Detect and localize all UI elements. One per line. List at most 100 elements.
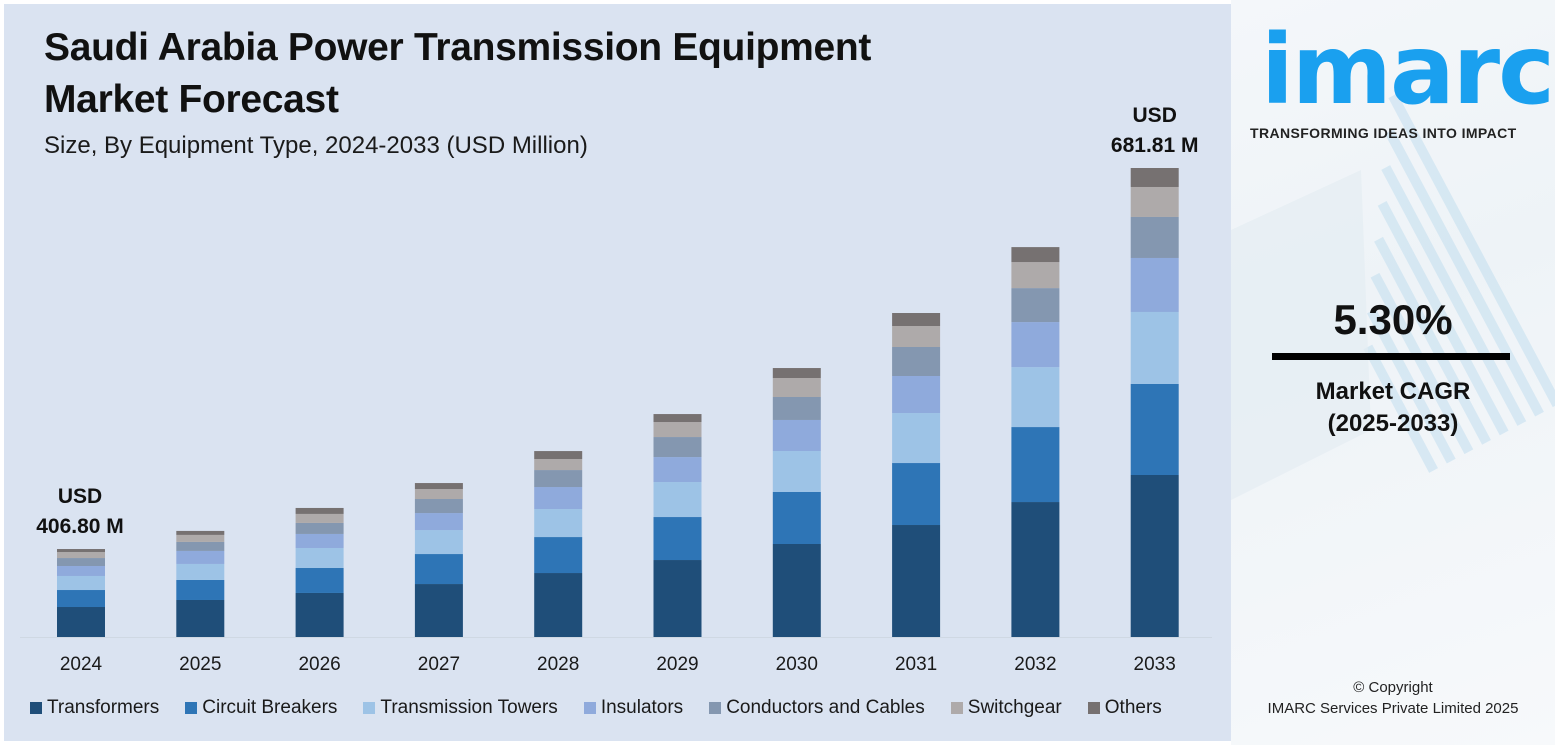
bar-segment-insulators-2024 — [57, 566, 105, 576]
cagr-label: Market CAGR (2025-2033) — [1231, 376, 1555, 440]
bar-segment-switchgear-2029 — [653, 422, 702, 438]
bar-stack-2024 — [57, 549, 105, 637]
bar-segment-circuit-breakers-2029 — [653, 517, 702, 561]
data-label-2024-line1: USD — [58, 485, 102, 508]
bar-segment-insulators-2031 — [892, 376, 941, 414]
legend-label: Transformers — [47, 697, 160, 718]
bar-segment-others-2028 — [534, 451, 583, 460]
x-tick-label: 2028 — [537, 654, 579, 675]
bar-segment-switchgear-2024 — [57, 552, 105, 559]
bar-segment-others-2033 — [1130, 168, 1179, 187]
copyright-line2: IMARC Services Private Limited 2025 — [1267, 700, 1519, 717]
legend-swatch — [30, 702, 42, 714]
chart-title-line1: Saudi Arabia Power Transmission Equipmen… — [44, 26, 872, 69]
imarc-logo: imarc — [1247, 20, 1555, 120]
bar-segment-others-2024 — [57, 549, 105, 553]
bar-segment-insulators-2025 — [176, 550, 225, 564]
bar-segment-insulators-2028 — [534, 487, 583, 510]
x-tick-label: 2027 — [418, 654, 460, 675]
background-chart-decoration — [1231, 93, 1555, 500]
bar-segment-circuit-breakers-2024 — [57, 590, 105, 608]
x-tick-label: 2033 — [1134, 654, 1176, 675]
bar-stack-2027 — [414, 483, 463, 637]
copyright-line1: © Copyright — [1353, 679, 1433, 696]
x-tick-label: 2030 — [776, 654, 818, 675]
bar-stack-2025 — [176, 530, 225, 637]
bar-segment-circuit-breakers-2028 — [534, 537, 583, 574]
x-tick-label: 2025 — [179, 654, 221, 675]
legend-item-transformers: Transformers — [30, 697, 159, 719]
bar-segment-conductors-and-cables-2030 — [772, 396, 821, 420]
legend-item-switchgear: Switchgear — [950, 697, 1062, 719]
bar-segment-insulators-2033 — [1130, 257, 1179, 312]
bar-segment-others-2029 — [653, 414, 702, 423]
x-tick-label: 2029 — [656, 654, 698, 675]
data-label-2033-line2: 681.81 M — [1111, 134, 1199, 157]
bar-segment-conductors-and-cables-2032 — [1011, 288, 1060, 323]
bar-segment-transmission-towers-2026 — [295, 547, 344, 569]
copyright: © Copyright IMARC Services Private Limit… — [1231, 677, 1555, 719]
chart-subtitle: Size, By Equipment Type, 2024-2033 (USD … — [44, 132, 588, 159]
bar-stack-2030 — [772, 368, 821, 637]
bar-segment-transformers-2028 — [534, 573, 583, 637]
bar-segment-circuit-breakers-2026 — [295, 568, 344, 593]
bar-segment-transformers-2031 — [892, 525, 941, 637]
bar-segment-insulators-2029 — [653, 457, 702, 483]
legend-label: Others — [1104, 697, 1162, 718]
bar-segment-insulators-2030 — [772, 419, 821, 451]
legend-label: Switchgear — [967, 697, 1062, 718]
brand-panel: imarc TRANSFORMING IDEAS INTO IMPACT 5.3… — [1231, 0, 1555, 745]
bar-segment-conductors-and-cables-2033 — [1130, 216, 1179, 258]
legend-item-insulators: Insulators — [583, 697, 684, 719]
bar-segment-switchgear-2030 — [772, 378, 821, 397]
bar-segment-circuit-breakers-2025 — [176, 579, 225, 600]
cagr-label-line1: Market CAGR — [1315, 378, 1471, 405]
bar-segment-circuit-breakers-2030 — [772, 491, 821, 544]
legend-label: Transmission Towers — [380, 697, 558, 718]
chart-legend: Transformers Circuit Breakers Transmission… — [30, 697, 1188, 719]
bar-segment-others-2026 — [295, 507, 344, 514]
bar-segment-conductors-and-cables-2026 — [295, 522, 344, 534]
bar-segment-others-2030 — [772, 368, 821, 379]
chart-title-line2: Market Forecast — [44, 78, 339, 121]
bar-segment-transformers-2029 — [653, 560, 702, 637]
bar-segment-transmission-towers-2025 — [176, 563, 225, 580]
bar-segment-switchgear-2027 — [414, 489, 463, 500]
bar-segment-conductors-and-cables-2028 — [534, 470, 583, 488]
bar-segment-others-2031 — [892, 313, 941, 327]
bar-segment-transformers-2025 — [176, 599, 225, 637]
bar-segment-transformers-2027 — [414, 584, 463, 637]
bar-segment-conductors-and-cables-2024 — [57, 558, 105, 567]
bar-segment-circuit-breakers-2032 — [1011, 427, 1060, 503]
chart-title: Saudi Arabia Power Transmission Equipmen… — [44, 22, 871, 126]
data-label-2024-line2: 406.80 M — [36, 515, 124, 538]
legend-item-others: Others — [1087, 697, 1162, 719]
data-label-2033-line1: USD — [1133, 104, 1177, 127]
bar-segment-transformers-2026 — [295, 592, 344, 637]
bar-segment-circuit-breakers-2027 — [414, 554, 463, 585]
legend-item-conductors-and-cables: Conductors and Cables — [709, 697, 925, 719]
x-tick-label: 2031 — [895, 654, 937, 675]
bar-segment-transformers-2033 — [1130, 475, 1179, 637]
legend-swatch — [185, 702, 198, 714]
legend-label: Insulators — [600, 697, 684, 718]
bar-segment-transmission-towers-2030 — [772, 450, 821, 492]
bar-segment-transformers-2030 — [772, 543, 821, 637]
legend-label: Conductors and Cables — [726, 697, 925, 718]
bar-segment-transmission-towers-2028 — [534, 509, 583, 538]
bar-segment-others-2027 — [414, 483, 463, 490]
bar-stack-2033 — [1130, 168, 1179, 637]
bar-segment-transmission-towers-2024 — [57, 575, 105, 591]
logo-tagline: TRANSFORMING IDEAS INTO IMPACT — [1250, 125, 1517, 141]
bar-stack-2031 — [892, 313, 941, 637]
legend-swatch — [583, 702, 596, 714]
bar-segment-others-2032 — [1011, 247, 1060, 263]
bar-segment-conductors-and-cables-2029 — [653, 437, 702, 458]
bar-segment-switchgear-2026 — [295, 513, 344, 523]
bar-segment-switchgear-2033 — [1130, 186, 1179, 217]
x-tick-label: 2024 — [60, 654, 103, 675]
cagr-divider — [1272, 353, 1510, 360]
bar-segment-insulators-2027 — [414, 513, 463, 531]
bar-segment-others-2025 — [176, 530, 225, 535]
bar-segment-switchgear-2025 — [176, 534, 225, 542]
